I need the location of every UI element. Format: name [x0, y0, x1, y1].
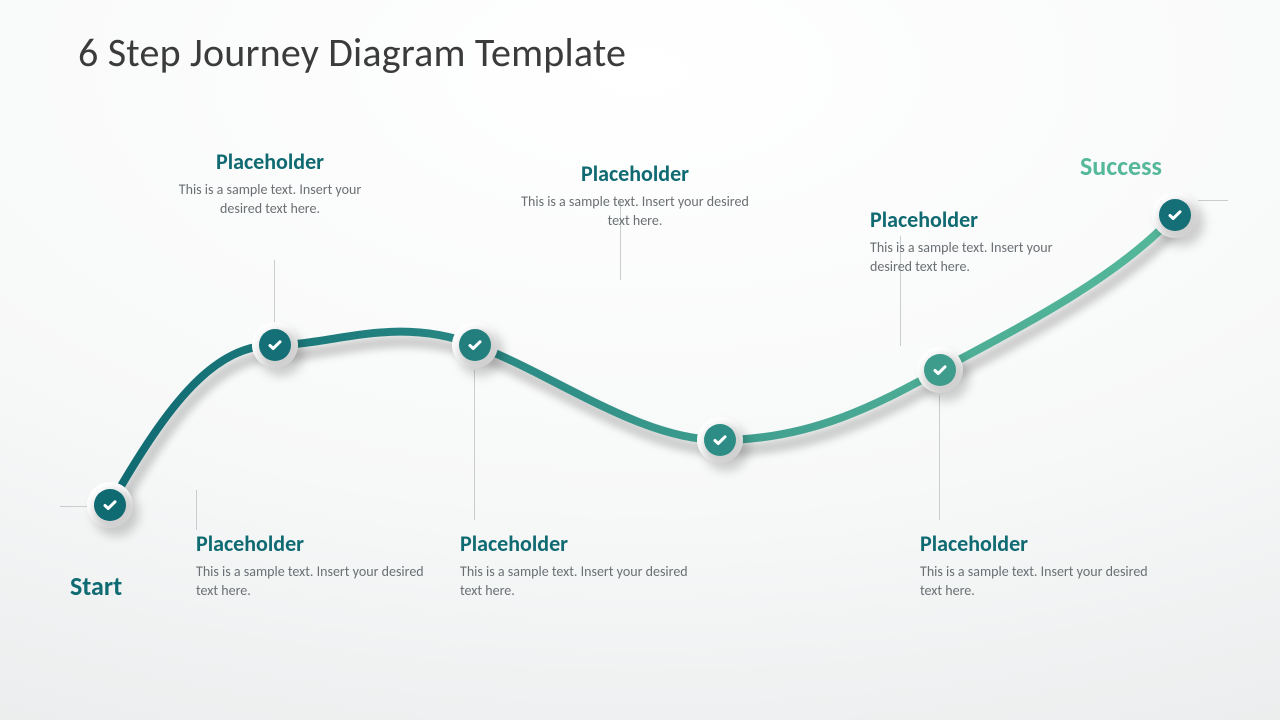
journey-node-5: [917, 347, 963, 393]
step-label-3: Placeholder This is a sample text. Insert…: [520, 160, 750, 231]
step-label-2: Placeholder This is a sample text. Insert…: [196, 530, 426, 601]
journey-node-2: [252, 322, 298, 368]
step-label-4: Placeholder This is a sample text. Insert…: [460, 530, 710, 601]
step-label-body: This is a sample text. Insert your desir…: [920, 563, 1170, 601]
check-icon: [259, 329, 291, 361]
step-label-6: Placeholder This is a sample text. Insert…: [920, 530, 1170, 601]
step-label-body: This is a sample text. Insert your desir…: [460, 563, 710, 601]
step-label-title: Placeholder: [460, 530, 710, 557]
connector-line: [60, 506, 88, 507]
connector-line: [474, 370, 475, 520]
step-label-body: This is a sample text. Insert your desir…: [520, 193, 750, 231]
end-label: Success: [1080, 150, 1162, 182]
step-label-title: Placeholder: [160, 148, 380, 175]
step-label-5: Placeholder This is a sample text. Insert…: [870, 206, 1090, 277]
check-icon: [94, 489, 126, 521]
connector-line: [939, 395, 940, 520]
connector-line: [196, 490, 197, 530]
step-label-title: Placeholder: [870, 206, 1090, 233]
step-label-body: This is a sample text. Insert your desir…: [196, 563, 426, 601]
check-icon: [704, 424, 736, 456]
connector-line: [1198, 200, 1228, 201]
step-label-body: This is a sample text. Insert your desir…: [160, 181, 380, 219]
journey-node-6: [1152, 192, 1198, 238]
step-label-title: Placeholder: [196, 530, 426, 557]
check-icon: [459, 329, 491, 361]
diagram-layer: Placeholder This is a sample text. Insert…: [0, 0, 1280, 720]
step-label-title: Placeholder: [520, 160, 750, 187]
journey-node-4: [697, 417, 743, 463]
start-label: Start: [70, 570, 122, 602]
connector-line: [274, 260, 275, 322]
step-label-1: Placeholder This is a sample text. Insert…: [160, 148, 380, 219]
check-icon: [924, 354, 956, 386]
journey-node-3: [452, 322, 498, 368]
journey-node-1: [87, 482, 133, 528]
check-icon: [1159, 199, 1191, 231]
step-label-body: This is a sample text. Insert your desir…: [870, 239, 1090, 277]
step-label-title: Placeholder: [920, 530, 1170, 557]
